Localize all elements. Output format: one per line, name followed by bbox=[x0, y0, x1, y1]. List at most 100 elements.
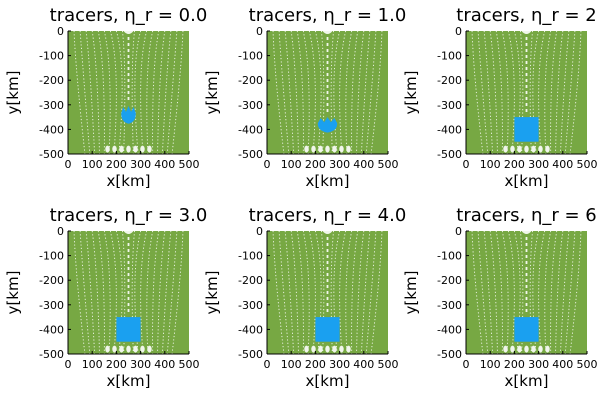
plot-area bbox=[68, 31, 189, 154]
y-tick-label: -200 bbox=[39, 274, 64, 287]
x-tick-label: 100 bbox=[281, 358, 302, 371]
bottom-gap bbox=[325, 145, 330, 153]
x-tick-label: 200 bbox=[305, 358, 326, 371]
y-tick-label: -100 bbox=[238, 50, 263, 63]
bottom-gap bbox=[538, 345, 543, 353]
flow-line bbox=[345, 231, 353, 354]
flow-line bbox=[91, 231, 100, 354]
x-axis-label: x[km] bbox=[306, 172, 350, 190]
y-tick-label: -100 bbox=[39, 250, 64, 263]
y-tick-label: -100 bbox=[437, 50, 462, 63]
y-tick-label: -200 bbox=[437, 74, 462, 87]
top-notch bbox=[123, 231, 134, 234]
flow-line bbox=[97, 231, 105, 354]
flow-line bbox=[550, 231, 558, 354]
y-axis-label: y[km] bbox=[4, 71, 22, 115]
y-tick-label: -500 bbox=[238, 148, 263, 161]
flow-line bbox=[302, 31, 310, 154]
bottom-gap bbox=[147, 345, 152, 353]
chart-title: tracers, η_r = 6 bbox=[456, 205, 596, 226]
x-tick-label: 100 bbox=[480, 358, 501, 371]
y-tick-label: -500 bbox=[238, 348, 263, 361]
chart-panel-5: 0 100 200 300 400 500 0 -100 -200 -300 -400 -500 tra… bbox=[203, 205, 406, 390]
x-tick-label: 300 bbox=[130, 358, 151, 371]
bottom-gap bbox=[126, 145, 131, 153]
y-tick-label: -500 bbox=[39, 148, 64, 161]
plot-area bbox=[267, 231, 388, 354]
y-axis-label: y[km] bbox=[203, 271, 221, 315]
flow-line bbox=[356, 231, 365, 354]
chart-panel-6: 0 100 200 300 400 500 0 -100 -200 -300 -400 -500 tra… bbox=[402, 205, 598, 390]
flow-line bbox=[333, 31, 341, 154]
x-tick-label: 300 bbox=[130, 158, 151, 171]
flow-line bbox=[569, 231, 582, 354]
y-axis-label: y[km] bbox=[402, 71, 420, 115]
flow-line bbox=[370, 31, 383, 154]
bottom-gap bbox=[339, 345, 344, 353]
tracer-gap-pattern bbox=[471, 31, 582, 154]
flow-line bbox=[278, 231, 290, 354]
chart-panel-4: 0 100 200 300 400 500 0 -100 -200 -300 -400 -500 tra… bbox=[4, 205, 207, 390]
bottom-gap bbox=[517, 145, 522, 153]
y-axis-label: y[km] bbox=[4, 271, 22, 315]
y-tick-label: -200 bbox=[39, 74, 64, 87]
flow-line bbox=[103, 231, 111, 354]
y-tick-label: -400 bbox=[39, 123, 64, 136]
top-notch bbox=[521, 231, 532, 234]
bottom-gap bbox=[510, 145, 515, 153]
bottom-gap bbox=[119, 145, 124, 153]
y-tick-label: -200 bbox=[238, 74, 263, 87]
flow-line bbox=[544, 231, 552, 354]
plot-area bbox=[466, 31, 587, 154]
y-tick-label: -300 bbox=[437, 299, 462, 312]
chart-panel-1: 0 100 200 300 400 500 0 -100 -200 -300 -400 -500 tra… bbox=[4, 5, 207, 190]
x-tick-label: 400 bbox=[552, 358, 573, 371]
flow-line bbox=[290, 31, 299, 154]
y-tick-label: -500 bbox=[437, 348, 462, 361]
x-tick-label: 0 bbox=[264, 358, 271, 371]
flow-line bbox=[538, 231, 546, 354]
flow-line bbox=[73, 231, 86, 354]
bottom-gap bbox=[339, 145, 344, 153]
flow-line bbox=[489, 31, 498, 154]
x-tick-label: 300 bbox=[329, 358, 350, 371]
bottom-gap bbox=[538, 145, 543, 153]
x-tick-label: 400 bbox=[353, 358, 374, 371]
flow-line bbox=[140, 231, 148, 354]
bottom-gap bbox=[112, 145, 117, 153]
bottom-gap bbox=[311, 145, 316, 153]
y-tick-label: -400 bbox=[39, 323, 64, 336]
flow-line bbox=[555, 231, 564, 354]
flow-line bbox=[351, 31, 359, 154]
flow-line bbox=[564, 31, 576, 154]
flow-line bbox=[483, 231, 494, 354]
x-tick-label: 500 bbox=[179, 358, 200, 371]
flow-line bbox=[290, 231, 299, 354]
bottom-gap bbox=[503, 345, 508, 353]
chart-title: tracers, η_r = 4.0 bbox=[249, 205, 407, 226]
y-tick-label: -300 bbox=[39, 299, 64, 312]
y-tick-label: -400 bbox=[238, 123, 263, 136]
y-tick-label: -100 bbox=[39, 50, 64, 63]
x-tick-label: 200 bbox=[106, 358, 127, 371]
x-tick-label: 400 bbox=[552, 158, 573, 171]
bottom-gap bbox=[545, 145, 550, 153]
x-tick-label: 500 bbox=[378, 358, 399, 371]
y-tick-label: -400 bbox=[437, 323, 462, 336]
flow-line bbox=[296, 31, 304, 154]
flow-line bbox=[278, 31, 290, 154]
flow-line bbox=[79, 231, 91, 354]
x-tick-label: 0 bbox=[65, 358, 72, 371]
chart-panel-2: 0 100 200 300 400 500 0 -100 -200 -300 -400 -500 tra… bbox=[203, 5, 406, 190]
x-tick-label: 100 bbox=[281, 158, 302, 171]
x-tick-label: 200 bbox=[106, 158, 127, 171]
chart-title: tracers, η_r = 3.0 bbox=[50, 205, 208, 226]
flow-line bbox=[550, 31, 558, 154]
y-tick-label: -300 bbox=[437, 99, 462, 112]
top-notch bbox=[123, 31, 134, 34]
flow-line bbox=[351, 231, 359, 354]
anomaly-tracers bbox=[315, 317, 340, 342]
y-tick-label: -500 bbox=[437, 148, 462, 161]
bottom-gap bbox=[332, 145, 337, 153]
